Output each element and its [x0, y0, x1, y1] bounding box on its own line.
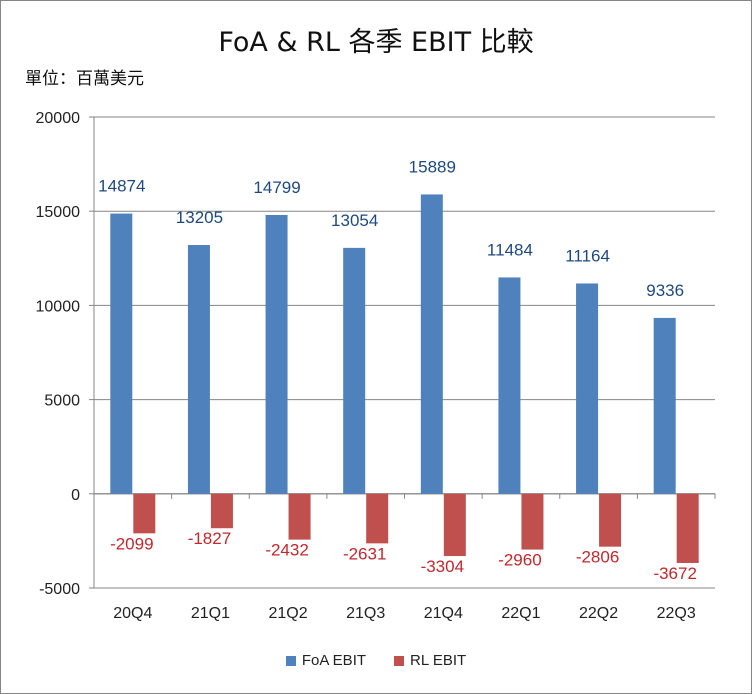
data-label-rl-22Q3: -3672 [653, 564, 696, 583]
legend-label-rl: RL EBIT [410, 652, 467, 669]
data-label-rl-20Q4: -2099 [110, 534, 153, 553]
y-tick-label: 10000 [36, 298, 81, 315]
bar-rl-21Q2 [288, 493, 311, 540]
chart-legend: FoA EBIT RL EBIT [0, 652, 752, 669]
bar-foa-21Q4 [420, 194, 443, 494]
data-label-foa-21Q4: 15889 [409, 157, 456, 176]
data-label-foa-22Q3: 9336 [646, 281, 684, 300]
data-label-rl-21Q4: -3304 [421, 557, 464, 576]
bar-rl-22Q1 [521, 493, 544, 550]
bar-foa-21Q1 [187, 245, 210, 494]
data-label-foa-21Q3: 13054 [331, 211, 378, 230]
data-label-rl-21Q2: -2432 [265, 541, 308, 560]
bar-foa-22Q3 [653, 317, 676, 494]
x-tick-label-21Q2: 21Q2 [268, 605, 307, 622]
data-label-foa-22Q2: 11164 [565, 246, 610, 265]
legend-label-foa: FoA EBIT [301, 652, 367, 669]
bar-rl-22Q2 [599, 493, 622, 547]
bar-foa-21Q2 [265, 214, 288, 494]
legend-item-rl: RL EBIT [394, 652, 466, 669]
bar-foa-22Q2 [576, 283, 599, 494]
bar-rl-21Q4 [443, 493, 466, 557]
chart-title: FoA & RL 各季 EBIT 比較 [218, 27, 534, 58]
bar-rl-21Q3 [366, 493, 389, 544]
y-tick-label: 0 [71, 487, 80, 504]
x-tick-label-21Q1: 21Q1 [191, 605, 230, 622]
legend-swatch-rl [394, 655, 405, 666]
legend-item-foa: FoA EBIT [285, 652, 367, 669]
bar-foa-20Q4 [110, 213, 133, 494]
data-label-foa-21Q1: 13205 [176, 208, 223, 227]
y-tick-label: 5000 [44, 393, 80, 410]
data-label-rl-22Q2: -2806 [576, 548, 619, 567]
y-tick-label: 15000 [36, 204, 81, 221]
data-label-foa-22Q1: 11484 [487, 240, 533, 259]
bar-foa-21Q3 [343, 247, 366, 494]
data-label-rl-22Q1: -2960 [498, 551, 541, 570]
data-label-foa-20Q4: 14874 [98, 177, 145, 196]
legend-swatch-foa [285, 655, 296, 666]
y-tick-label: -5000 [39, 581, 80, 598]
bar-foa-22Q1 [498, 277, 521, 494]
x-tick-label-22Q2: 22Q2 [579, 605, 618, 622]
y-tick-label: 20000 [36, 110, 81, 127]
data-label-rl-21Q3: -2631 [343, 544, 386, 563]
x-tick-label-22Q1: 22Q1 [501, 605, 540, 622]
x-tick-label-21Q4: 21Q4 [424, 605, 463, 622]
data-label-rl-21Q1: -1827 [188, 529, 231, 548]
bar-rl-21Q1 [210, 493, 233, 529]
x-tick-label-21Q3: 21Q3 [346, 605, 385, 622]
data-label-foa-21Q2: 14799 [253, 178, 300, 197]
bar-rl-22Q3 [676, 493, 699, 563]
x-tick-label-22Q3: 22Q3 [657, 605, 696, 622]
unit-label: 單位：百萬美元 [25, 69, 144, 89]
x-tick-label-20Q4: 20Q4 [113, 605, 152, 622]
bar-rl-20Q4 [133, 493, 156, 534]
